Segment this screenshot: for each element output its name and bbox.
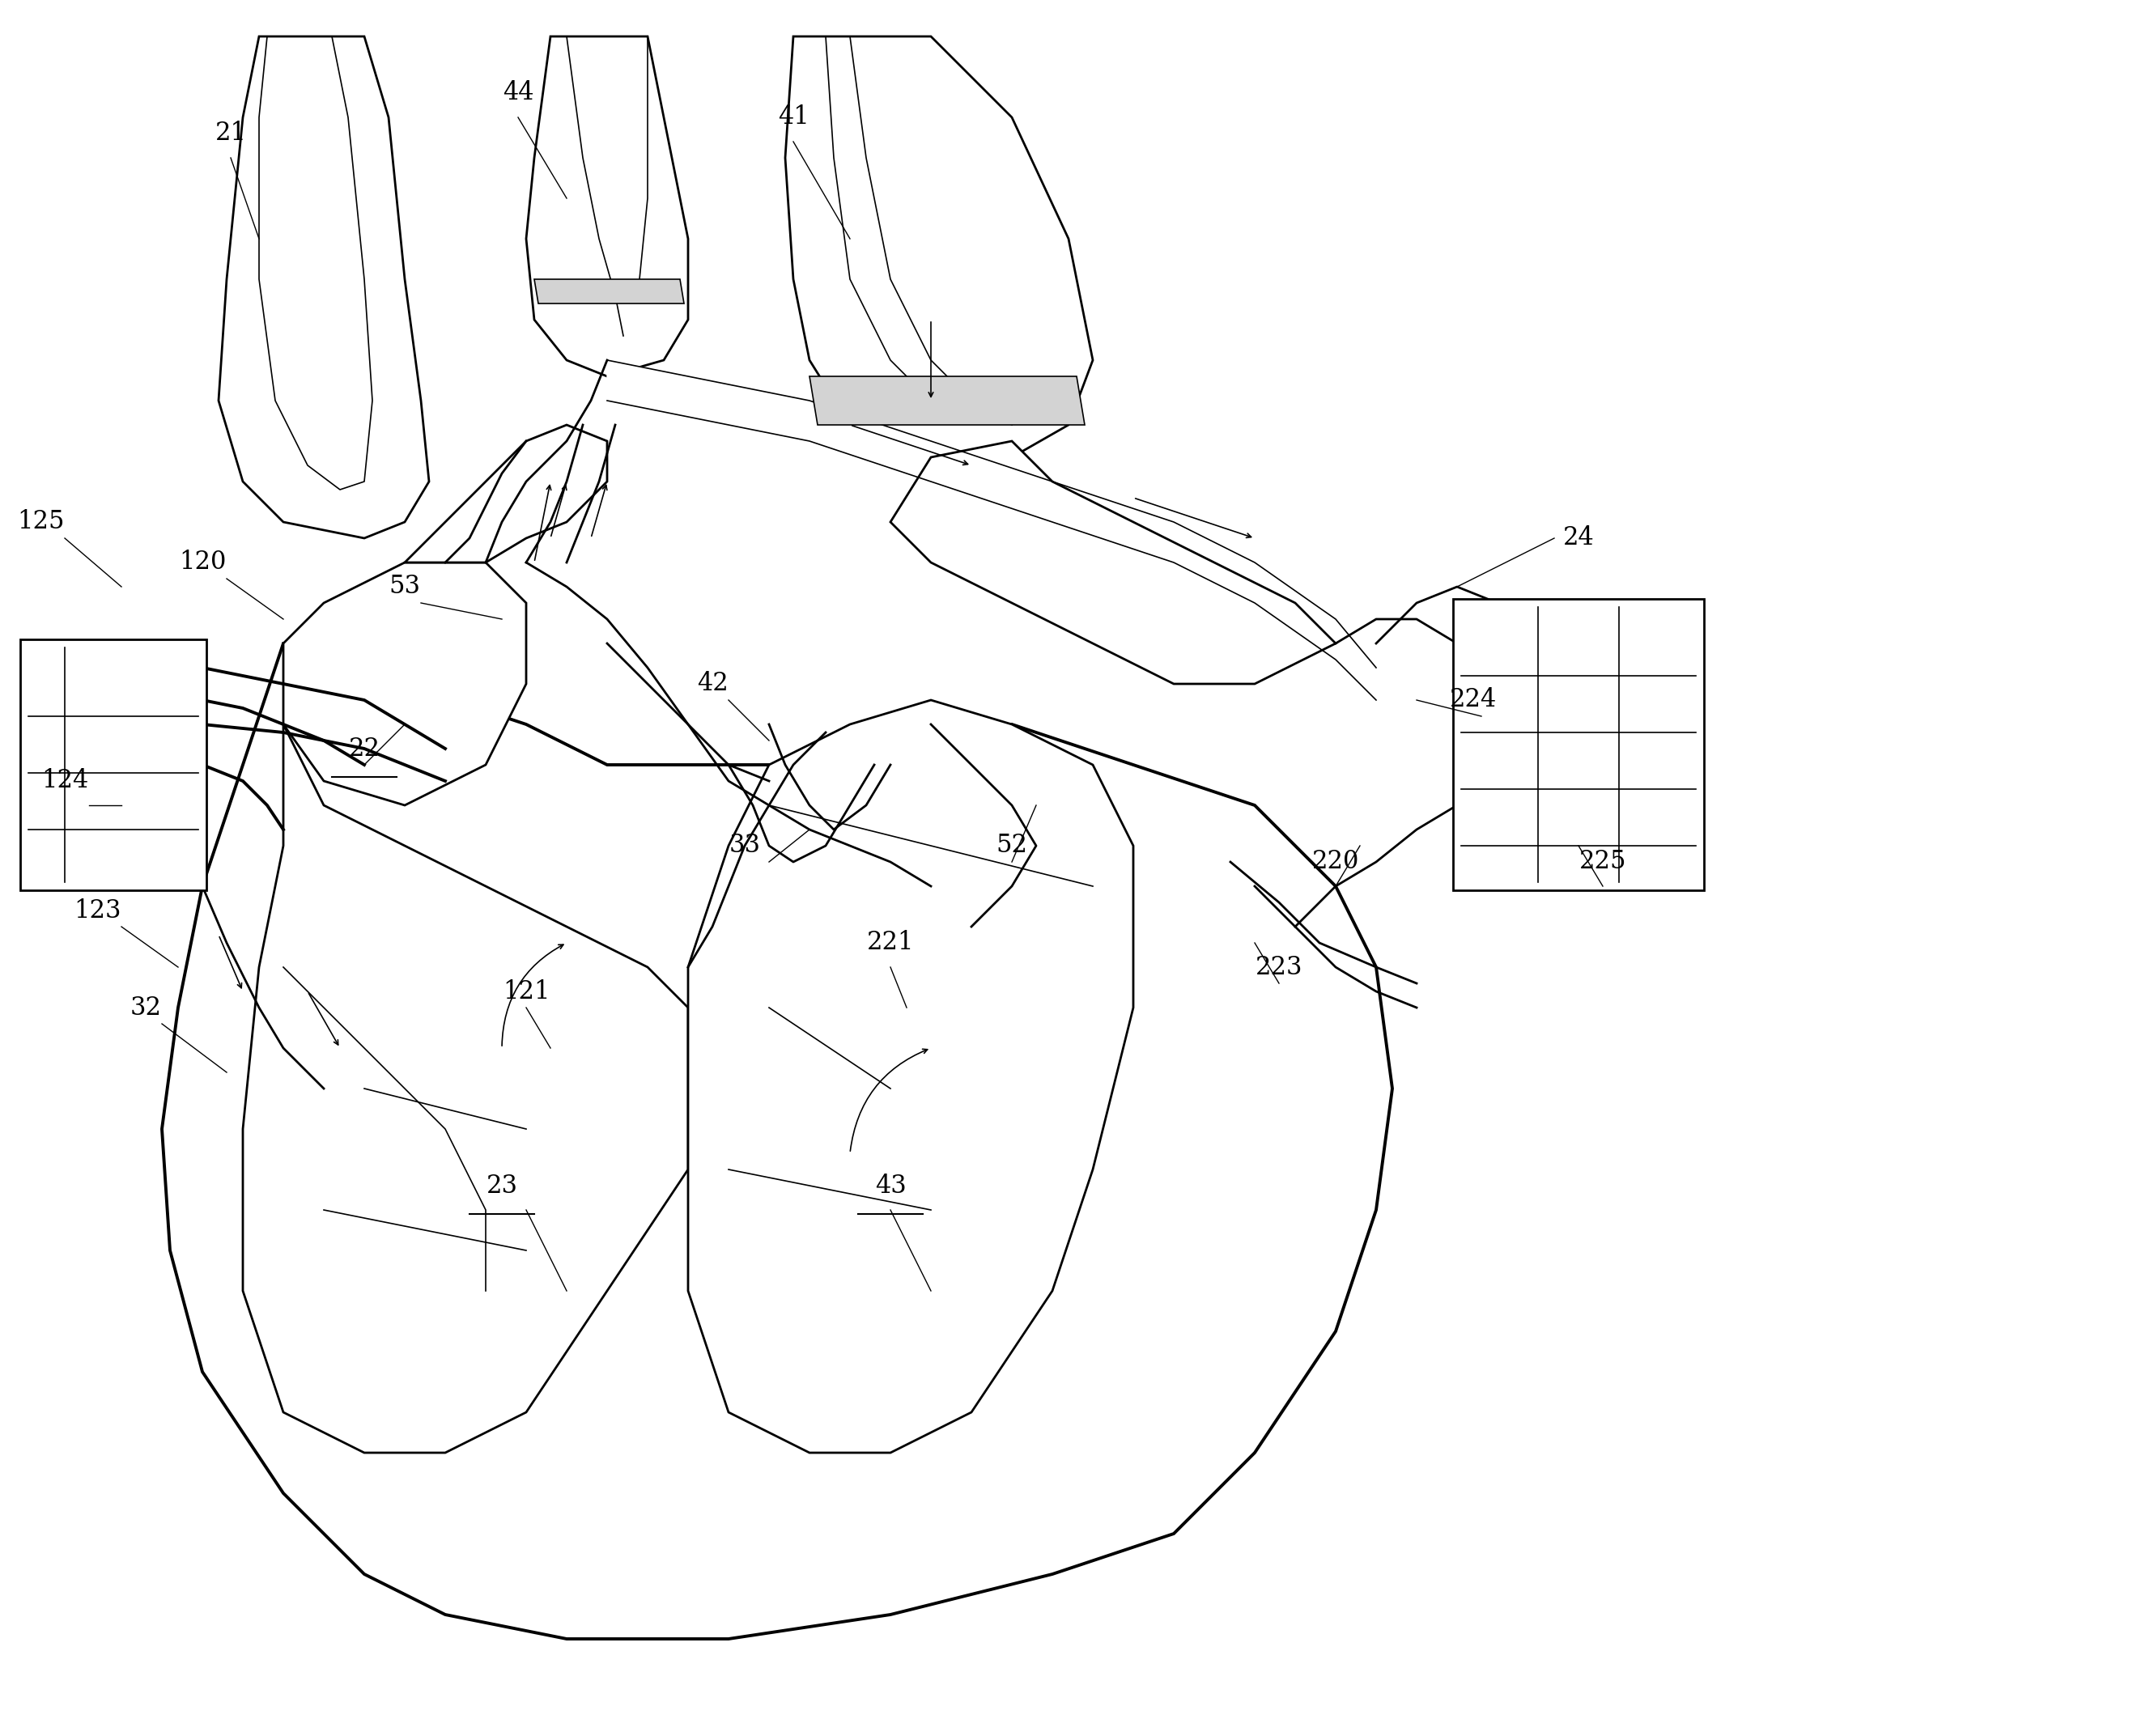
Text: 223: 223 [1256, 955, 1303, 979]
Polygon shape [533, 279, 684, 304]
Polygon shape [161, 644, 1393, 1639]
Text: 33: 33 [729, 833, 761, 858]
Text: 121: 121 [503, 979, 550, 1003]
Polygon shape [284, 562, 527, 806]
Polygon shape [219, 36, 430, 538]
Text: 24: 24 [1563, 526, 1593, 550]
Text: 41: 41 [778, 104, 808, 130]
Text: 32: 32 [129, 995, 161, 1021]
Polygon shape [243, 724, 688, 1453]
Text: 53: 53 [389, 575, 421, 599]
Polygon shape [404, 425, 606, 562]
FancyBboxPatch shape [19, 639, 206, 891]
Text: 23: 23 [486, 1174, 518, 1198]
Text: 22: 22 [348, 736, 381, 760]
Text: 125: 125 [17, 509, 64, 535]
Text: 123: 123 [73, 898, 120, 924]
FancyBboxPatch shape [1453, 599, 1705, 891]
Text: 44: 44 [503, 80, 533, 106]
Polygon shape [785, 36, 1092, 457]
Polygon shape [527, 36, 688, 377]
Text: 21: 21 [215, 122, 247, 146]
Text: 225: 225 [1578, 849, 1625, 875]
Text: 220: 220 [1311, 849, 1359, 875]
Text: 52: 52 [995, 833, 1028, 858]
Text: 221: 221 [866, 930, 914, 955]
Text: 120: 120 [178, 550, 226, 575]
Text: 43: 43 [875, 1174, 905, 1198]
Polygon shape [811, 377, 1086, 425]
Polygon shape [606, 359, 1376, 700]
Text: 224: 224 [1449, 687, 1496, 712]
Text: 124: 124 [41, 769, 88, 793]
Text: 42: 42 [697, 672, 729, 696]
Polygon shape [688, 700, 1133, 1453]
Polygon shape [890, 441, 1335, 684]
